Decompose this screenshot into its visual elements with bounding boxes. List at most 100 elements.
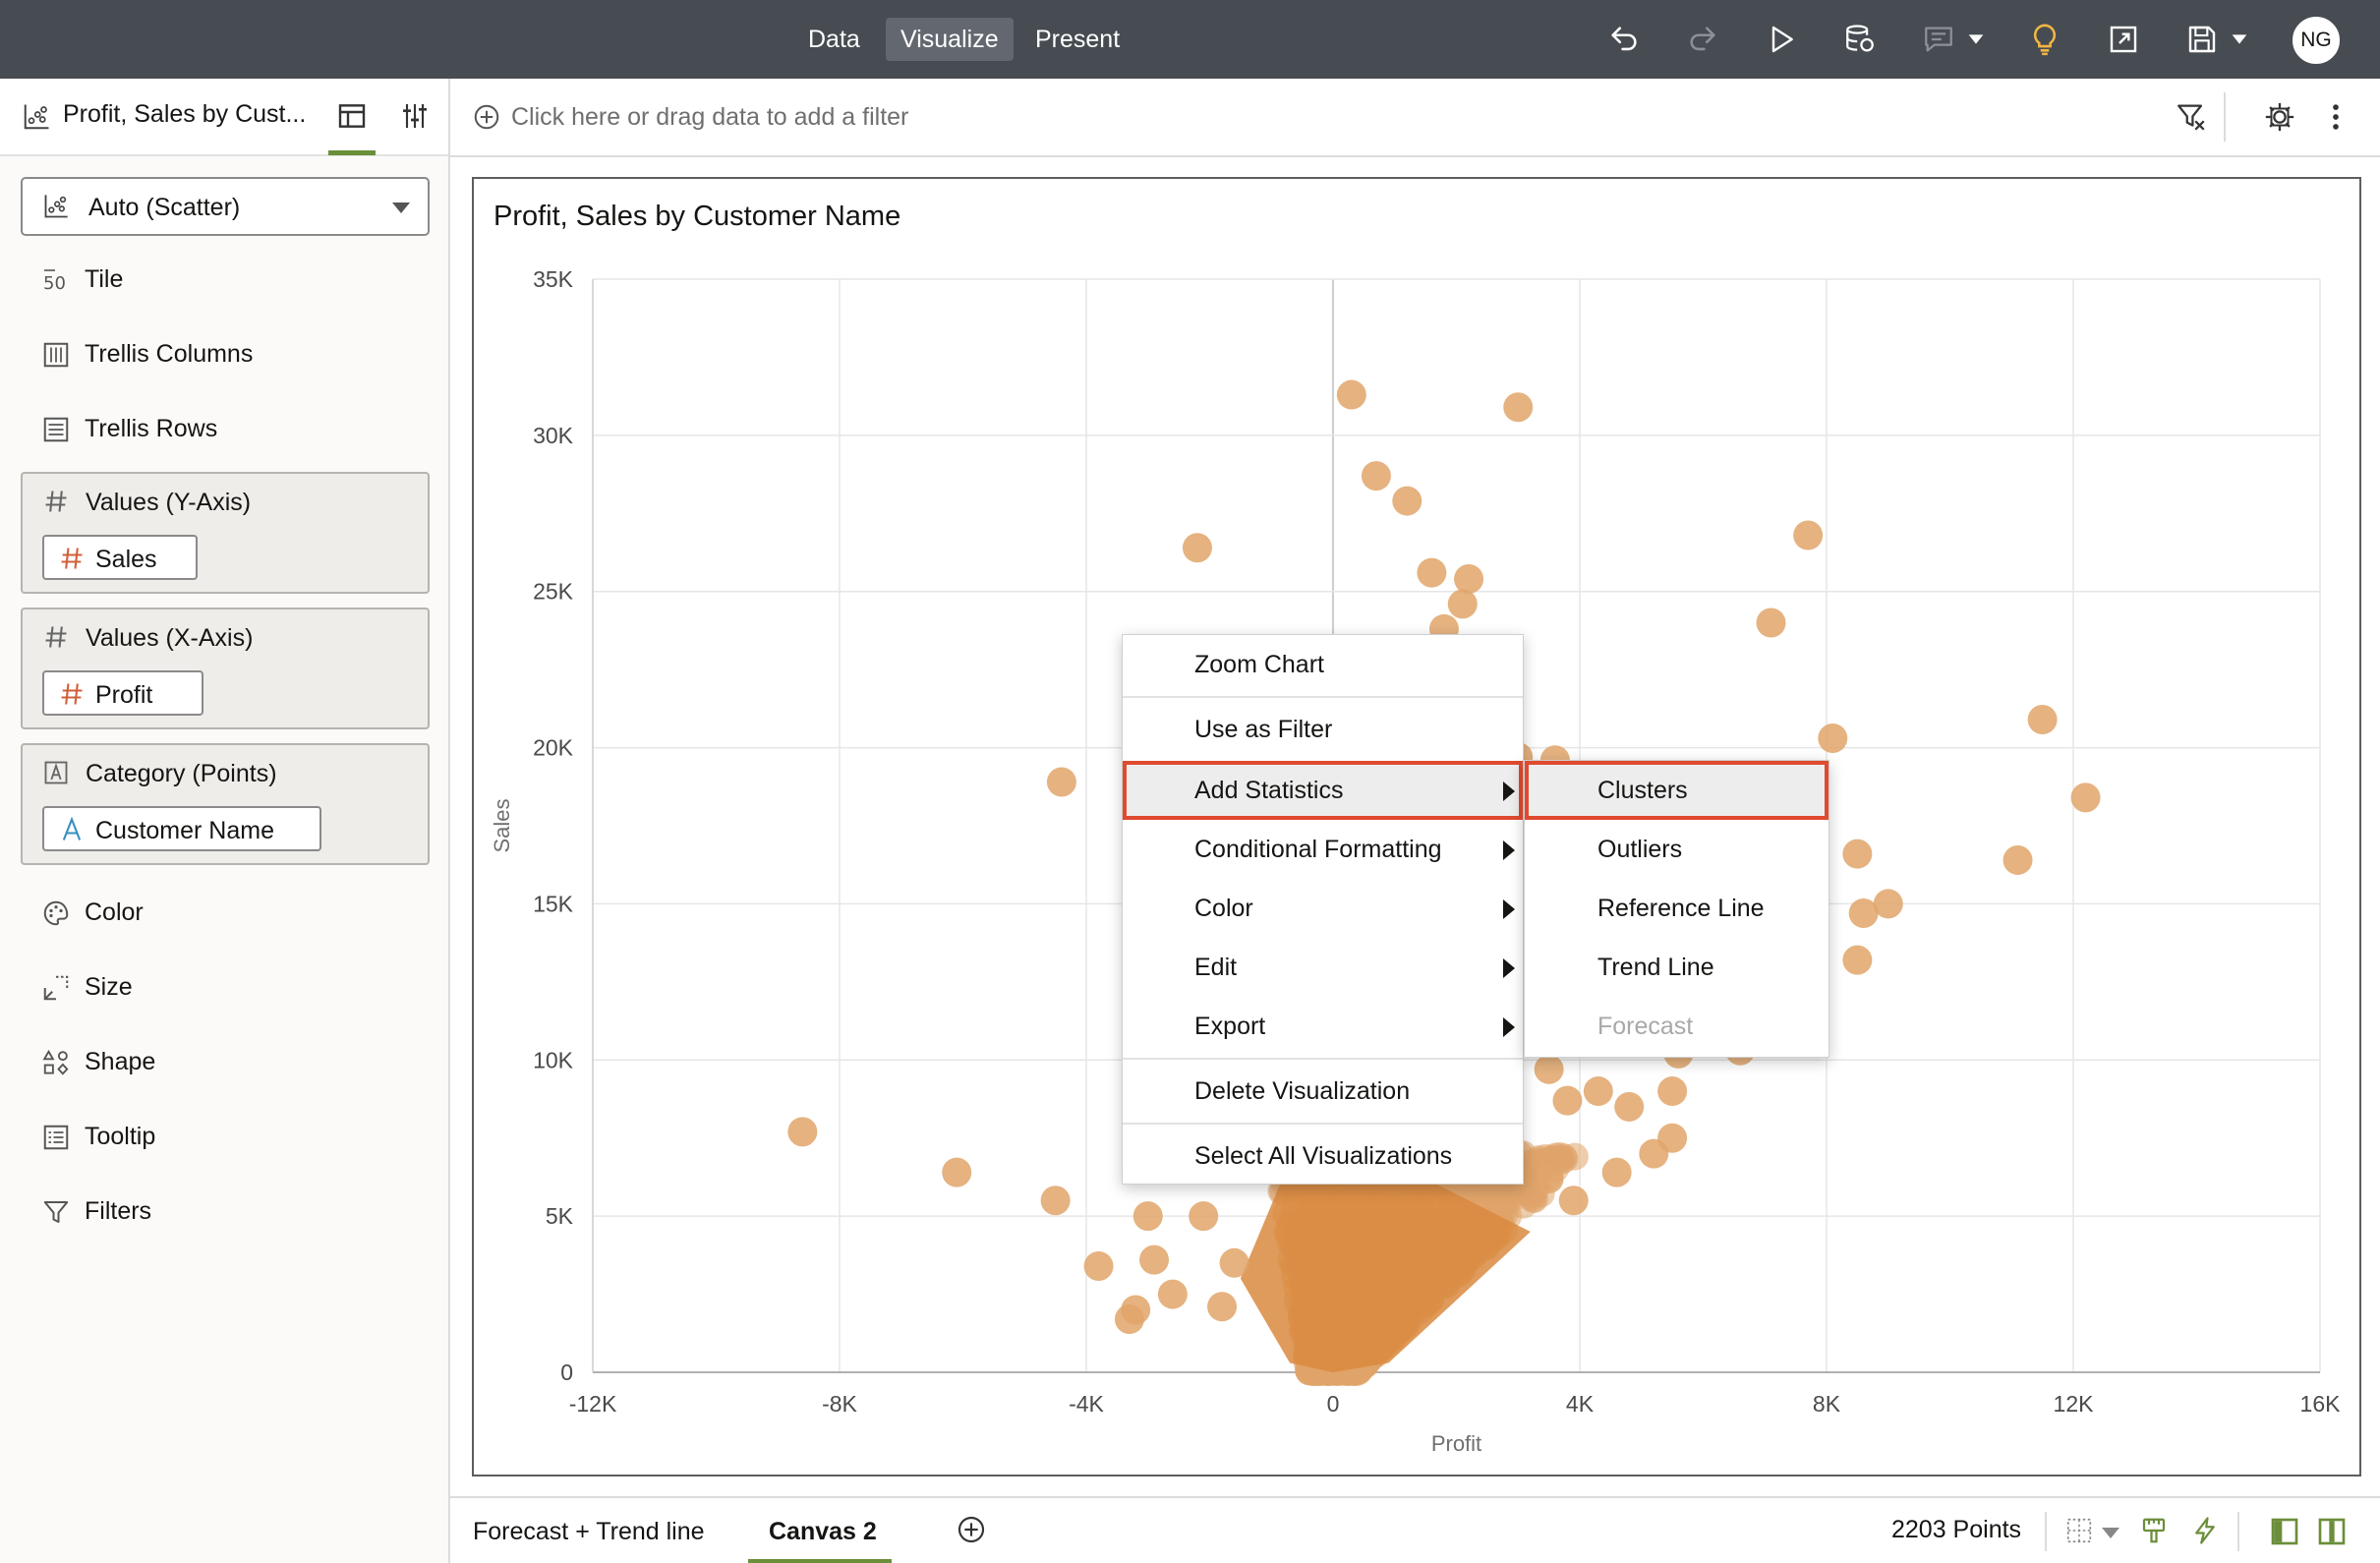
menu-separator (1123, 696, 1523, 698)
canvas-tab-forecast-trend-line[interactable]: Forecast + Trend line (473, 1518, 705, 1545)
data-point (1601, 1157, 1632, 1187)
x-tick-label: 0 (1327, 1391, 1340, 1417)
sales-measure-pill[interactable]: Sales (42, 535, 198, 580)
filters-label: Filters (85, 1197, 152, 1225)
data-point (942, 1157, 972, 1187)
x-axis-drop-target[interactable]: Values (X-Axis) Profit (21, 608, 430, 729)
x-tick-label: 16K (2300, 1391, 2342, 1417)
tab-present[interactable]: Present (1035, 26, 1121, 53)
data-point (1558, 1186, 1589, 1216)
add-canvas-icon[interactable] (956, 1514, 987, 1545)
avatar[interactable]: NG (2293, 17, 2340, 64)
y-axis-drop-target[interactable]: Values (Y-Axis) Sales (21, 472, 430, 594)
menu-item-conditional-formatting[interactable]: Conditional Formatting (1123, 820, 1523, 879)
visualization-frame[interactable]: Profit, Sales by Customer Name -12K -8K -4… (472, 177, 2361, 1476)
menu-item-add-statistics[interactable]: Add Statistics (1123, 761, 1523, 820)
tab-data[interactable]: Data (808, 26, 860, 53)
submenu-item-reference-line[interactable]: Reference Line (1525, 879, 1829, 938)
scatter-chart[interactable]: -12K -8K -4K 0 4K 8K 12K 16K 0 5K 10K 15K 20K 25K 30K 3… (474, 179, 2359, 1475)
submenu-item-clusters[interactable]: Clusters (1525, 761, 1829, 820)
tile-icon: 50 (41, 265, 71, 295)
size-drop-target[interactable]: Size (0, 961, 448, 1013)
shape-label: Shape (85, 1048, 156, 1075)
tab-visualize[interactable]: Visualize (886, 18, 1014, 61)
comment-icon[interactable] (1919, 20, 1958, 59)
data-point (2027, 704, 2058, 734)
properties-sliders-icon[interactable] (399, 100, 431, 132)
chevron-down-icon[interactable] (2102, 1526, 2119, 1539)
menu-item-label: Delete Visualization (1194, 1077, 1411, 1105)
menu-item-label: Conditional Formatting (1194, 836, 1442, 863)
grammar-tab-icon[interactable] (336, 100, 368, 132)
filters-drop-target[interactable]: Filters (0, 1186, 448, 1237)
submenu-arrow-icon (1503, 1017, 1515, 1037)
x-tick-label: -4K (1069, 1391, 1104, 1417)
menu-item-delete-visualization[interactable]: Delete Visualization (1123, 1062, 1523, 1121)
submenu-item-label: Reference Line (1597, 895, 1765, 922)
data-point (1447, 589, 1478, 619)
x-tick-label: 12K (2054, 1391, 2095, 1417)
menu-item-zoom-chart[interactable]: Zoom Chart (1123, 635, 1523, 694)
visualization-type-select[interactable]: Auto (Scatter) (21, 177, 430, 236)
more-options-icon[interactable] (2328, 100, 2344, 134)
play-icon[interactable] (1762, 20, 1801, 59)
chevron-down-icon[interactable] (2220, 20, 2259, 59)
auto-apply-icon[interactable] (2263, 100, 2296, 134)
category-drop-target[interactable]: Category (Points) Customer Name (21, 743, 430, 865)
menu-item-label: Export (1194, 1013, 1266, 1040)
data-point (1848, 897, 1879, 928)
shape-drop-target[interactable]: Shape (0, 1036, 448, 1087)
add-filter-icon[interactable] (472, 102, 501, 132)
y-tick-label: 5K (546, 1203, 574, 1229)
chevron-down-icon[interactable] (1956, 20, 1996, 59)
customer-name-pill-label: Customer Name (95, 817, 274, 844)
x-tick-label: 8K (1813, 1391, 1841, 1417)
toggle-left-panel-icon[interactable] (2269, 1516, 2300, 1547)
data-point (1503, 392, 1534, 423)
menu-item-color[interactable]: Color (1123, 879, 1523, 938)
save-icon[interactable] (2182, 20, 2222, 59)
redo-icon[interactable] (1683, 20, 1722, 59)
layout-grid-icon[interactable] (2064, 1516, 2094, 1545)
submenu-arrow-icon (1503, 899, 1515, 919)
points-count: 2203 Points (1891, 1516, 2022, 1543)
profit-measure-pill[interactable]: Profit (42, 670, 203, 716)
data-point (1219, 1247, 1249, 1278)
active-canvas-underline (748, 1559, 892, 1563)
data-point (1552, 1085, 1583, 1116)
data-point (1182, 533, 1212, 563)
data-point (1157, 1279, 1188, 1309)
paint-brush-icon[interactable] (2139, 1516, 2169, 1545)
toggle-panel-split-icon[interactable] (2316, 1516, 2348, 1547)
add-filter-placeholder[interactable]: Click here or drag data to add a filter (511, 103, 909, 131)
insight-lightbulb-icon[interactable] (2025, 20, 2064, 59)
submenu-item-trend-line[interactable]: Trend Line (1525, 938, 1829, 997)
active-tab-underline (328, 150, 376, 155)
data-point (1454, 564, 1484, 595)
color-label: Color (85, 898, 144, 926)
menu-item-label: Add Statistics (1194, 777, 1344, 804)
tooltip-drop-target[interactable]: Tooltip (0, 1111, 448, 1162)
filter-icon (41, 1197, 71, 1227)
undo-icon[interactable] (1604, 20, 1644, 59)
menu-item-export[interactable]: Export (1123, 997, 1523, 1056)
data-point (787, 1117, 818, 1147)
color-drop-target[interactable]: Color (0, 887, 448, 938)
divider (2224, 92, 2226, 142)
data-point (1132, 1201, 1163, 1232)
tile-drop-target[interactable]: 50 Tile (0, 254, 448, 305)
submenu-item-outliers[interactable]: Outliers (1525, 820, 1829, 879)
customer-name-attribute-pill[interactable]: Customer Name (42, 806, 321, 851)
trellis-rows-drop-target[interactable]: Trellis Rows (0, 403, 448, 454)
menu-item-use-as-filter[interactable]: Use as Filter (1123, 700, 1523, 759)
trellis-columns-drop-target[interactable]: Trellis Columns (0, 328, 448, 379)
canvas-tab-canvas-2[interactable]: Canvas 2 (769, 1518, 877, 1545)
export-icon[interactable] (2104, 20, 2143, 59)
dense-point-cluster[interactable] (1240, 1139, 1589, 1386)
menu-item-select-all-visualizations[interactable]: Select All Visualizations (1123, 1127, 1523, 1186)
data-refresh-icon[interactable] (1840, 20, 1880, 59)
data-point (1873, 889, 1903, 919)
filter-settings-icon[interactable] (2175, 100, 2208, 134)
menu-item-edit[interactable]: Edit (1123, 938, 1523, 997)
lightning-icon[interactable] (2190, 1516, 2220, 1545)
